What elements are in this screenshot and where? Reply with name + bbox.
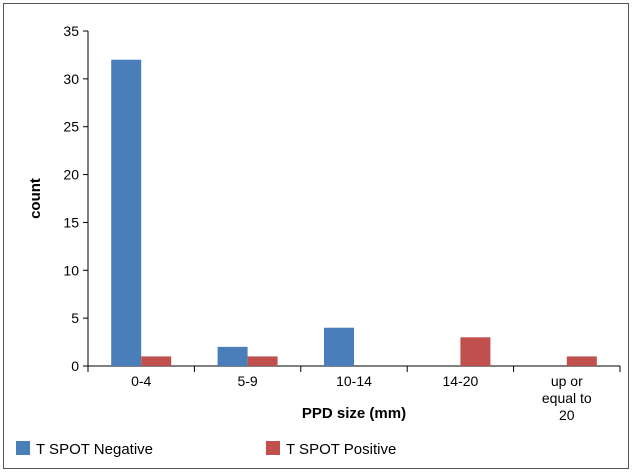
bar-negative — [111, 59, 142, 366]
legend: T SPOT Negative T SPOT Positive — [16, 441, 396, 458]
y-tick-label: 20 — [63, 167, 79, 183]
legend-label: T SPOT Negative — [36, 441, 153, 458]
y-tick-label: 35 — [63, 23, 79, 39]
legend-label: T SPOT Positive — [286, 441, 396, 458]
bar-positive — [141, 356, 172, 366]
plot-area: 0 5 10 15 20 25 30 35 0-4 5-9 10-14 14-20 up or equal… — [63, 23, 621, 423]
legend-swatch — [266, 441, 280, 455]
y-axis-label: count — [27, 178, 44, 219]
legend-swatch — [16, 441, 30, 455]
x-tick-label: 10-14 — [336, 373, 372, 389]
chart-frame — [3, 3, 629, 469]
bar-positive — [247, 356, 278, 366]
y-tick-label: 25 — [63, 119, 79, 135]
y-tick-label: 15 — [63, 214, 79, 230]
bar-negative — [324, 327, 354, 366]
bar-positive — [566, 356, 597, 366]
y-tick-label: 30 — [63, 71, 79, 87]
y-tick-label: 0 — [71, 358, 79, 374]
x-tick-label: 5-9 — [237, 373, 257, 389]
y-tick-label: 5 — [71, 310, 79, 326]
x-axis-label: PPD size (mm) — [302, 405, 406, 422]
bar-positive — [460, 337, 491, 366]
x-tick-label: 14-20 — [442, 373, 478, 389]
x-tick-label: up or equal to 20 — [542, 373, 592, 423]
y-tick-label: 10 — [63, 262, 79, 278]
x-tick-label: 0-4 — [131, 373, 151, 389]
bar-negative — [217, 346, 248, 366]
